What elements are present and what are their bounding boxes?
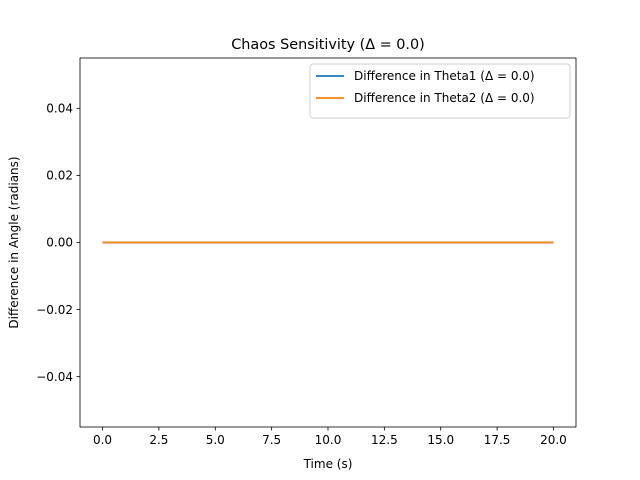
x-tick-label: 0.0 [93,433,112,447]
legend-label-2: Difference in Theta2 (Δ = 0.0) [354,91,535,105]
chart-title: Chaos Sensitivity (Δ = 0.0) [231,37,425,53]
y-tick-label: 0.04 [46,102,73,116]
x-tick-label: 15.0 [427,433,454,447]
y-tick-label: −0.04 [36,370,73,384]
y-tick-label: −0.02 [36,303,73,317]
legend-label-1: Difference in Theta1 (Δ = 0.0) [354,69,535,83]
y-tick-label: 0.00 [46,236,73,250]
x-tick-label: 12.5 [371,433,398,447]
x-tick-label: 17.5 [484,433,511,447]
x-tick-label: 5.0 [206,433,225,447]
x-tick-label: 20.0 [540,433,567,447]
x-tick-label: 7.5 [262,433,281,447]
x-axis-label: Time (s) [303,457,353,471]
x-tick-label: 2.5 [149,433,168,447]
y-axis-label: Difference in Angle (radians) [7,156,21,328]
legend-box [309,63,571,119]
y-tick-label: 0.02 [46,169,73,183]
x-tick-label: 10.0 [315,433,342,447]
legend: Difference in Theta1 (Δ = 0.0) Difference… [309,63,571,119]
